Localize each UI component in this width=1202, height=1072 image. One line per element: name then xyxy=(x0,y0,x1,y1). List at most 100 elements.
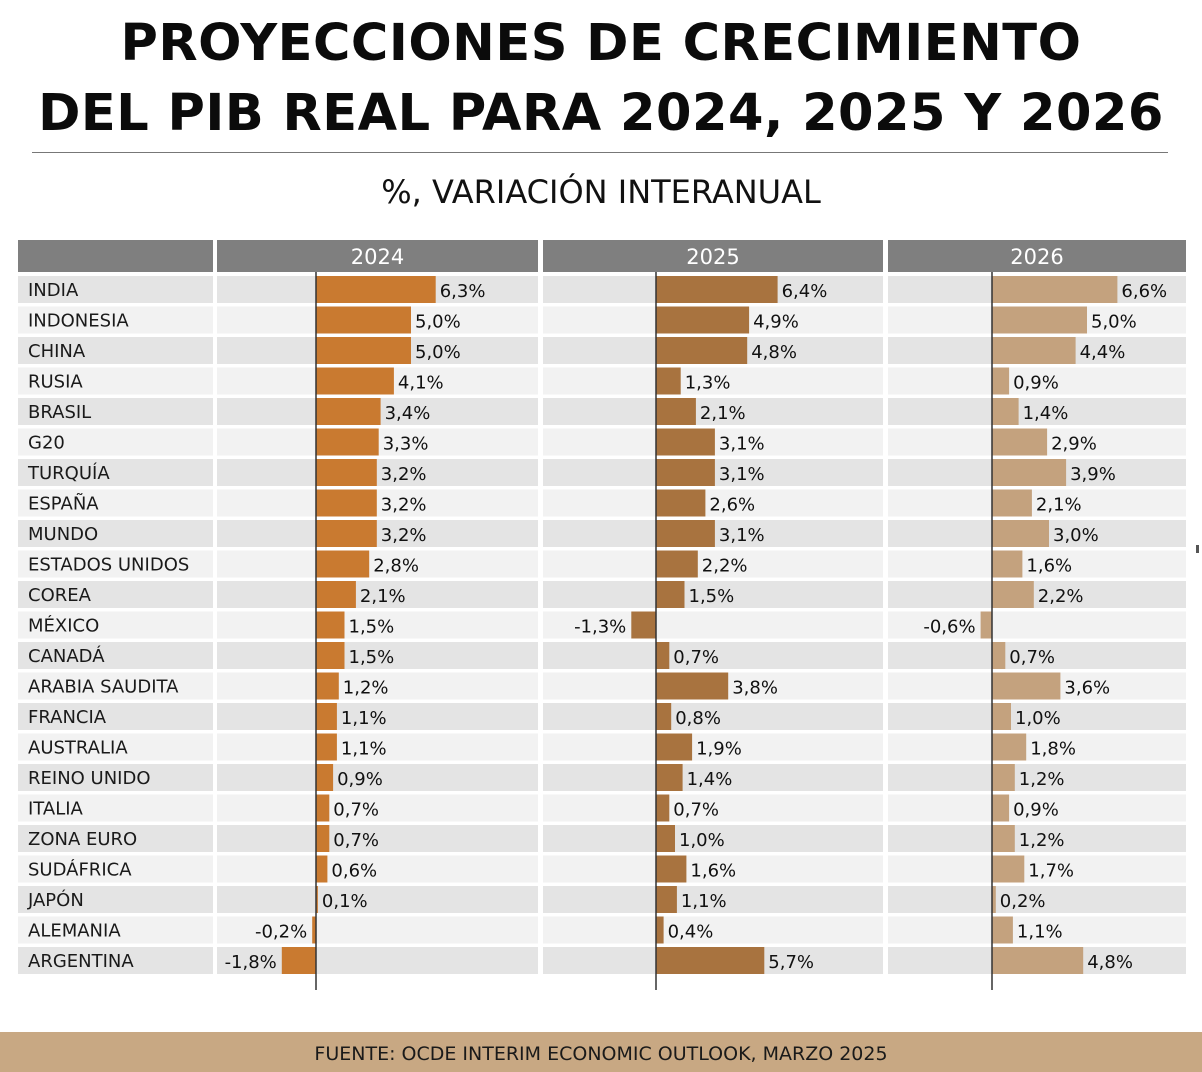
row-bg-label xyxy=(18,764,213,791)
row-bg-2026 xyxy=(888,642,1186,669)
row-bg-2024 xyxy=(217,550,538,578)
bar-2024 xyxy=(316,337,411,364)
value-label-2024: 1,1% xyxy=(341,708,387,729)
row-bg-2024 xyxy=(217,825,538,852)
bar-2024 xyxy=(316,276,436,303)
row-bg-2025 xyxy=(543,825,883,852)
category-label: MÉXICO xyxy=(28,615,99,637)
bar-2024 xyxy=(316,398,381,425)
value-label-2026: 5,0% xyxy=(1091,312,1137,333)
row-bg-label xyxy=(18,550,213,578)
bar-2025 xyxy=(656,794,670,822)
bar-2026 xyxy=(992,489,1032,517)
value-label-2024: 3,3% xyxy=(383,434,429,455)
category-label: ITALIA xyxy=(28,799,84,820)
value-label-2025: 1,0% xyxy=(679,830,725,851)
bar-2026 xyxy=(992,825,1015,852)
bar-2025 xyxy=(656,642,670,669)
category-label: INDIA xyxy=(28,280,79,301)
value-label-2025: 1,4% xyxy=(687,769,733,790)
bar-2026 xyxy=(992,764,1015,791)
value-label-2024: 0,7% xyxy=(333,800,379,821)
value-label-2026: 4,8% xyxy=(1087,952,1133,973)
row-bg-label xyxy=(18,886,213,913)
category-label: RUSIA xyxy=(28,372,83,393)
bar-2024 xyxy=(316,306,411,334)
bar-2025 xyxy=(656,672,729,700)
category-label: ALEMANIA xyxy=(28,921,121,942)
category-label: ARABIA SAUDITA xyxy=(28,677,179,698)
row-bg-label xyxy=(18,306,213,334)
row-bg-2026 xyxy=(888,703,1186,730)
header-cell-label xyxy=(18,240,213,272)
row-bg-label xyxy=(18,855,213,883)
row-bg-label xyxy=(18,398,213,425)
bar-2025 xyxy=(656,825,675,852)
bar-2024 xyxy=(316,825,330,852)
row-bg-2026 xyxy=(888,855,1186,883)
value-label-2024: 3,2% xyxy=(381,525,427,546)
bar-2025 xyxy=(656,855,687,883)
bar-2024 xyxy=(316,794,330,822)
value-label-2026: 0,2% xyxy=(1000,891,1046,912)
bar-2024 xyxy=(316,703,337,730)
chart-subtitle: %, VARIACIÓN INTERANUAL xyxy=(381,173,821,211)
row-bg-2024 xyxy=(217,703,538,730)
category-label: MUNDO xyxy=(28,524,98,545)
value-label-2025: 2,6% xyxy=(709,495,755,516)
value-label-2024: 3,2% xyxy=(381,464,427,485)
bar-2026 xyxy=(992,367,1010,395)
row-bg-2024 xyxy=(217,459,538,486)
category-label: ESPAÑA xyxy=(28,493,99,515)
row-bg-2025 xyxy=(543,764,883,791)
value-label-2025: 2,1% xyxy=(700,403,746,424)
bar-2025 xyxy=(656,306,750,334)
bar-2025 xyxy=(656,764,683,791)
row-bg-2026 xyxy=(888,611,1186,639)
bar-2024 xyxy=(316,733,337,761)
bar-2025 xyxy=(656,916,664,944)
bar-2026 xyxy=(992,642,1006,669)
row-bg-2025 xyxy=(543,886,883,913)
row-bg-2025 xyxy=(543,855,883,883)
bar-2024 xyxy=(316,428,379,456)
value-label-2025: 1,3% xyxy=(685,373,731,394)
row-bg-label xyxy=(18,337,213,364)
value-label-2026: 0,7% xyxy=(1009,647,1055,668)
category-label: AUSTRALIA xyxy=(28,738,128,759)
value-label-2024: 4,1% xyxy=(398,373,444,394)
chart-title-line2: DEL PIB REAL PARA 2024, 2025 Y 2026 xyxy=(38,84,1164,143)
value-label-2026: 1,1% xyxy=(1017,922,1063,943)
row-bg-label xyxy=(18,611,213,639)
row-bg-label xyxy=(18,276,213,303)
value-label-2026: 3,6% xyxy=(1064,678,1110,699)
bar-2025 xyxy=(656,459,715,486)
value-label-2026: 4,4% xyxy=(1080,342,1126,363)
row-bg-2026 xyxy=(888,398,1186,425)
row-bg-label xyxy=(18,459,213,486)
chart-title-line1: PROYECCIONES DE CRECIMIENTO xyxy=(120,14,1082,73)
row-bg-2024 xyxy=(217,886,538,913)
category-label: INDONESIA xyxy=(28,311,129,332)
value-label-2026: 1,4% xyxy=(1023,403,1069,424)
bar-2024 xyxy=(312,916,316,944)
bar-2025 xyxy=(656,367,681,395)
value-label-2024: 2,1% xyxy=(360,586,406,607)
row-bg-2024 xyxy=(217,855,538,883)
bar-2026 xyxy=(992,337,1076,364)
row-bg-2024 xyxy=(217,733,538,761)
value-label-2025: 1,6% xyxy=(690,861,736,882)
value-label-2024: -0,2% xyxy=(255,922,307,943)
value-label-2025: 3,1% xyxy=(719,525,765,546)
bar-2025 xyxy=(656,886,677,913)
row-bg-2025 xyxy=(543,489,883,517)
title-divider xyxy=(32,152,1168,153)
value-label-2026: 1,6% xyxy=(1026,556,1072,577)
row-bg-2025 xyxy=(543,398,883,425)
row-bg-2024 xyxy=(217,916,538,944)
bar-2024 xyxy=(316,520,377,547)
value-label-2025: 5,7% xyxy=(768,952,814,973)
bar-2024 xyxy=(316,367,394,395)
value-label-2024: 1,2% xyxy=(343,678,389,699)
row-bg-2024 xyxy=(217,520,538,547)
